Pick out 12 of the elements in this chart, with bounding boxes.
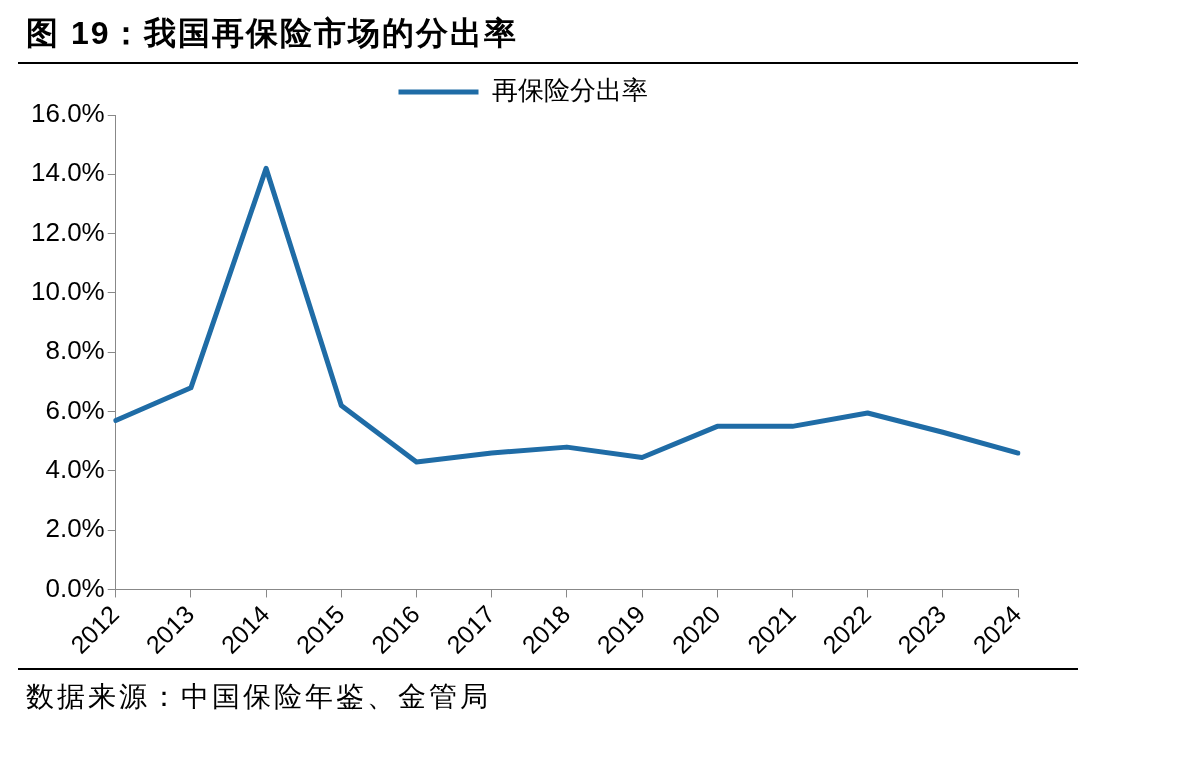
y-tick-label: 6.0%	[45, 394, 105, 425]
y-tick-label: 14.0%	[30, 157, 105, 188]
y-tick-label: 0.0%	[45, 572, 105, 603]
y-tick-label: 12.0%	[30, 216, 105, 247]
legend-label: 再保险分出率	[491, 75, 648, 106]
chart-title: 图 19：我国再保险市场的分出率	[25, 14, 520, 53]
y-tick-label: 4.0%	[45, 454, 105, 485]
y-tick-label: 10.0%	[30, 276, 105, 307]
source-note: 数据来源：中国保险年鉴、金管局	[25, 680, 492, 714]
y-tick-label: 2.0%	[45, 513, 105, 544]
y-tick-label: 8.0%	[45, 335, 105, 366]
y-tick-label: 16.0%	[30, 98, 105, 129]
